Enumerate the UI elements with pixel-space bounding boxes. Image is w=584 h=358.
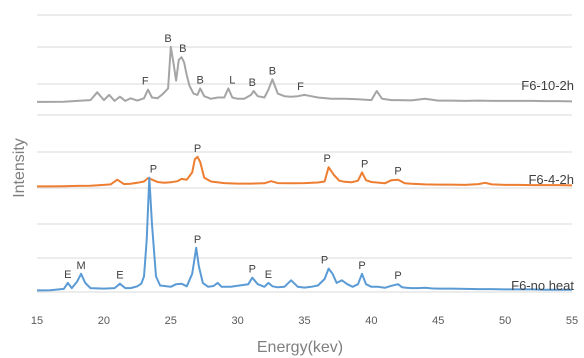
x-axis-title: Energy(kev) <box>257 339 343 356</box>
x-tick-label: 45 <box>432 315 444 327</box>
peak-label: B <box>164 33 171 45</box>
series-line-3 <box>36 176 572 292</box>
series-line-2 <box>37 155 573 188</box>
x-tick-labels: 15 20 25 30 35 40 45 50 55 <box>31 315 578 327</box>
x-tick-label: 30 <box>231 315 243 327</box>
series-line-1 <box>37 45 573 103</box>
x-tick-label: 15 <box>31 315 43 327</box>
peak-label: P <box>394 166 401 178</box>
peak-label: B <box>197 74 204 86</box>
peak-label: P <box>358 260 365 272</box>
x-tick-label: 25 <box>165 315 177 327</box>
peak-label: M <box>77 260 86 272</box>
peak-label: B <box>269 65 276 77</box>
peak-label: P <box>194 234 201 246</box>
peak-label: B <box>249 77 256 89</box>
peak-label: L <box>229 74 235 86</box>
series-label: F6-no heat <box>511 278 574 293</box>
peak-label: P <box>321 255 328 267</box>
x-tick-label: 20 <box>98 315 110 327</box>
peak-label: E <box>265 269 272 281</box>
x-tick-label: 40 <box>365 315 377 327</box>
x-tick-label: 55 <box>566 315 578 327</box>
peak-label: P <box>361 158 368 170</box>
peak-label: P <box>394 270 401 282</box>
gridlines <box>37 14 572 293</box>
y-axis-title: Intensity <box>11 138 28 198</box>
series-lines <box>36 45 573 292</box>
peak-label: P <box>324 153 331 165</box>
peak-label: E <box>64 269 71 281</box>
peak-label: F <box>142 76 149 88</box>
peak-label: F <box>297 81 304 93</box>
series-label: F6-10-2h <box>521 78 574 93</box>
x-tick-label: 35 <box>298 315 310 327</box>
series-labels: F6-10-2h F6-4-2h F6-no heat <box>511 78 574 293</box>
x-tick-label: 50 <box>499 315 511 327</box>
peak-label: P <box>249 264 256 276</box>
series-label: F6-4-2h <box>528 172 574 187</box>
peak-label: P <box>194 143 201 155</box>
peak-label: E <box>116 270 123 282</box>
peak-label: P <box>150 164 157 176</box>
peak-label: B <box>179 43 186 55</box>
